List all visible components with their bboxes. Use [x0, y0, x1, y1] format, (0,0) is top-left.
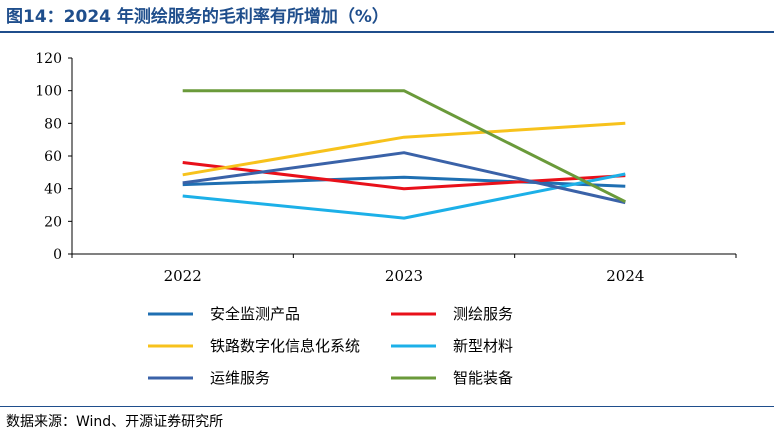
legend-label: 新型材料 [453, 337, 513, 355]
chart-lines [182, 89, 626, 220]
chart-axes: 0 20 40 60 80 100 120 2022 2023 2024 [35, 51, 737, 285]
series-line-1 [182, 175, 626, 188]
legend-label: 智能装备 [453, 369, 513, 387]
y-tick-label: 40 [44, 182, 62, 198]
series-line-5 [182, 151, 626, 205]
x-tick-label: 2022 [164, 267, 202, 285]
series-line-6 [182, 89, 626, 204]
y-tick-label: 0 [53, 247, 62, 263]
chart-title: 图14：2024 年测绘服务的毛利率有所增加（%） [6, 7, 389, 27]
y-tick-label: 120 [35, 51, 62, 67]
series-line-3 [182, 121, 626, 177]
legend-label: 运维服务 [210, 369, 270, 387]
title-rule [0, 31, 774, 33]
x-tick-label: 2024 [606, 267, 644, 285]
legend-label: 测绘服务 [453, 305, 513, 323]
source-note: 数据来源：Wind、开源证券研究所 [6, 414, 224, 430]
y-tick-label: 80 [44, 116, 62, 132]
legend-label: 安全监测产品 [210, 305, 300, 323]
x-tick-label: 2023 [385, 267, 423, 285]
legend-label: 铁路数字化信息化系统 [210, 337, 360, 355]
y-tick-label: 60 [44, 149, 62, 165]
y-tick-label: 100 [35, 84, 62, 100]
series-line-2 [182, 161, 626, 191]
source-rule [0, 406, 774, 407]
y-tick-label: 20 [44, 214, 62, 230]
series-line-4 [182, 172, 626, 220]
